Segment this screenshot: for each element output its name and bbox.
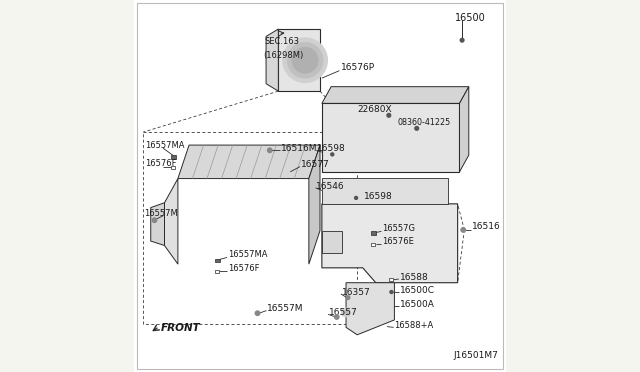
Bar: [371, 231, 376, 235]
Circle shape: [292, 47, 318, 73]
Circle shape: [283, 38, 328, 83]
Text: 16557M: 16557M: [267, 304, 303, 312]
Text: 16577: 16577: [301, 160, 330, 169]
Text: 16557MA: 16557MA: [228, 250, 268, 259]
Polygon shape: [346, 283, 394, 335]
Polygon shape: [322, 103, 460, 172]
Polygon shape: [322, 204, 458, 283]
Polygon shape: [178, 145, 320, 264]
Text: 16588: 16588: [400, 273, 429, 282]
Text: 16557G: 16557G: [383, 224, 415, 233]
Text: 16598: 16598: [317, 144, 346, 153]
Text: 16516M: 16516M: [281, 144, 317, 153]
Polygon shape: [322, 231, 342, 253]
Circle shape: [287, 42, 323, 78]
Text: 16588+A: 16588+A: [394, 321, 434, 330]
Polygon shape: [164, 179, 178, 264]
Text: SEC.163: SEC.163: [265, 37, 300, 46]
Text: (16298M): (16298M): [263, 51, 303, 60]
Text: 16500: 16500: [454, 13, 485, 23]
Text: 16598: 16598: [364, 192, 393, 201]
Bar: [322, 178, 449, 204]
Circle shape: [342, 308, 351, 317]
Text: FRONT: FRONT: [161, 323, 200, 333]
Polygon shape: [266, 29, 278, 91]
Circle shape: [335, 315, 339, 319]
Bar: [316, 99, 465, 335]
Text: 22680X: 22680X: [357, 105, 392, 114]
Bar: [172, 166, 175, 169]
Polygon shape: [309, 145, 320, 264]
Circle shape: [461, 228, 465, 232]
Polygon shape: [460, 87, 468, 172]
Bar: [371, 243, 375, 246]
Circle shape: [387, 113, 390, 117]
Text: 16557MA: 16557MA: [145, 141, 185, 150]
Circle shape: [331, 153, 334, 156]
Text: 16500A: 16500A: [400, 300, 435, 309]
Circle shape: [255, 311, 260, 315]
Circle shape: [346, 296, 349, 299]
Circle shape: [415, 126, 419, 130]
Circle shape: [344, 310, 348, 315]
Bar: [215, 259, 220, 262]
Text: 16576F: 16576F: [145, 159, 177, 168]
Text: 16500C: 16500C: [400, 286, 435, 295]
Polygon shape: [178, 145, 320, 179]
Text: 16516: 16516: [472, 222, 500, 231]
Polygon shape: [278, 29, 320, 91]
Circle shape: [268, 148, 272, 153]
Circle shape: [355, 196, 358, 199]
Text: 16557M: 16557M: [145, 209, 178, 218]
Text: 16576E: 16576E: [383, 237, 414, 246]
Text: 08360-41225: 08360-41225: [397, 118, 451, 126]
Text: 16557: 16557: [329, 308, 358, 317]
Bar: [389, 278, 393, 281]
Text: 16576P: 16576P: [340, 63, 374, 72]
Text: 16357: 16357: [342, 288, 371, 296]
Bar: [172, 155, 175, 159]
Text: 16546: 16546: [316, 182, 345, 190]
Circle shape: [152, 218, 157, 222]
Circle shape: [390, 291, 393, 294]
Text: J16501M7: J16501M7: [453, 351, 498, 360]
Polygon shape: [322, 87, 468, 103]
Polygon shape: [151, 203, 164, 246]
Circle shape: [460, 38, 464, 42]
Bar: [215, 270, 219, 273]
Text: 16576F: 16576F: [228, 264, 259, 273]
